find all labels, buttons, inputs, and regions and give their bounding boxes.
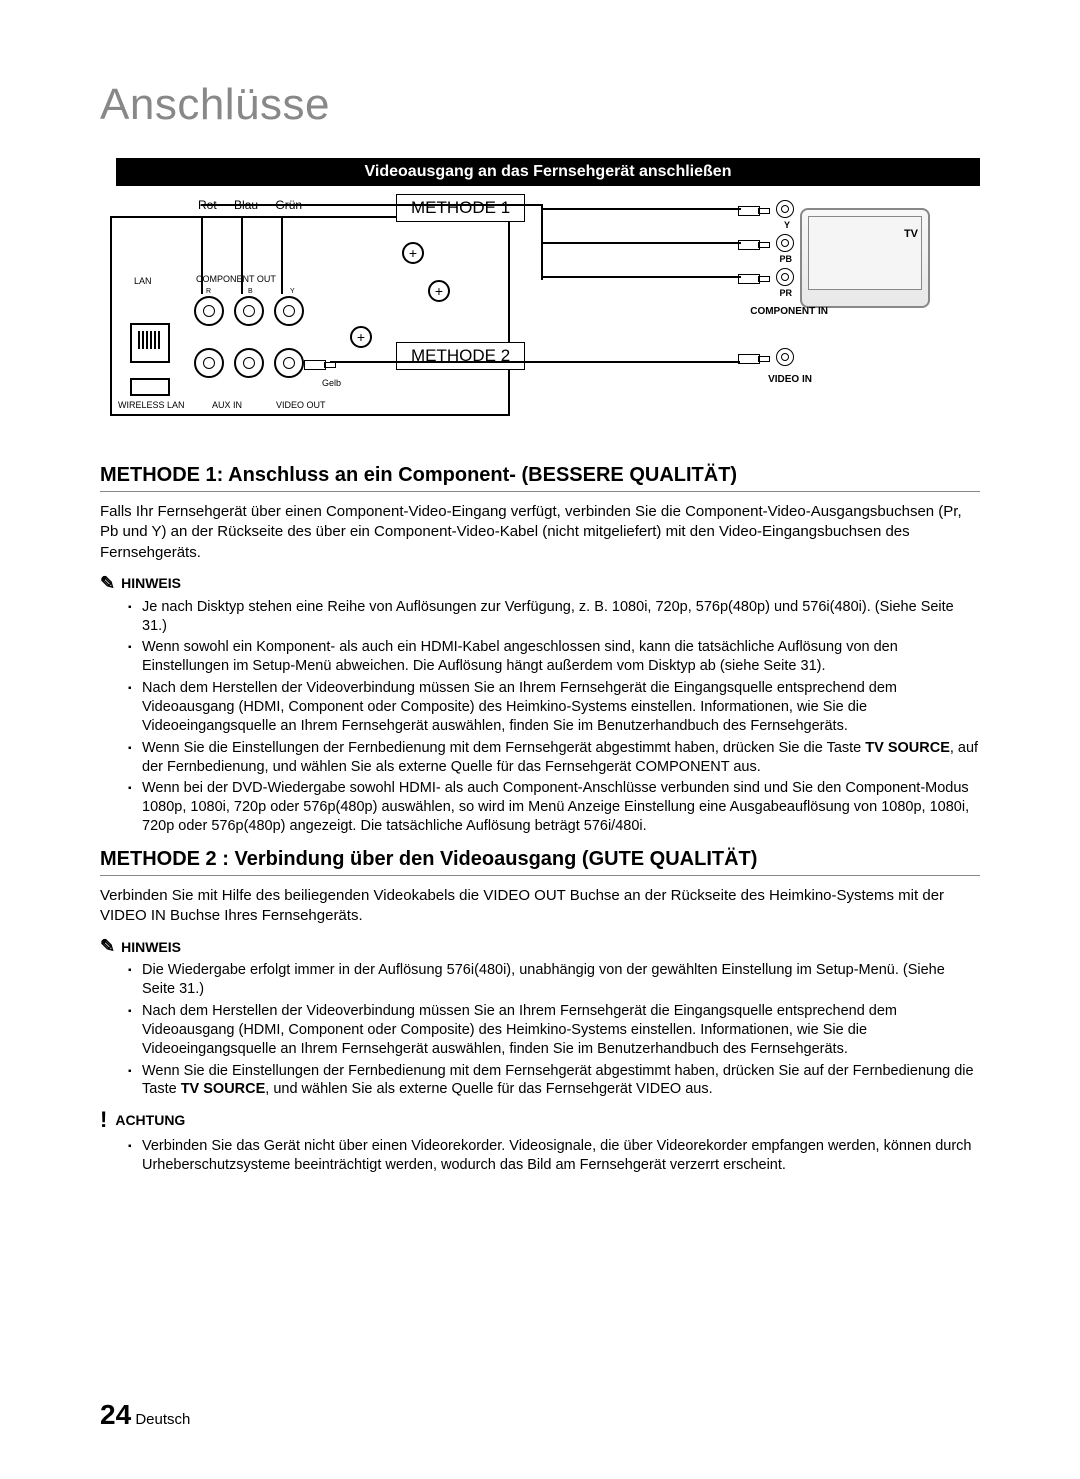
port-video-out [274, 348, 304, 378]
pb-label: PB [779, 254, 792, 264]
tv-port-y [776, 200, 794, 218]
achtung-header: ! ACHTUNG [100, 1107, 980, 1133]
screw-icon: + [428, 280, 450, 302]
screw-icon: + [350, 326, 372, 348]
plug-pr [738, 272, 770, 284]
tv-port-pr [776, 268, 794, 286]
cable [201, 216, 203, 294]
cable [201, 204, 541, 206]
label-b: B [248, 288, 253, 295]
method2-heading: METHODE 2 : Verbindung über den Videoaus… [100, 848, 980, 876]
page-footer: 24 Deutsch [100, 1399, 190, 1431]
wireless-lan-label: WIRELESS LAN [118, 400, 185, 410]
video-in-label: VIDEO IN [768, 374, 812, 385]
port-pr [194, 296, 224, 326]
hinweis-label: HINWEIS [121, 939, 181, 955]
tv-port-pb [776, 234, 794, 252]
plug-pb [738, 238, 770, 250]
lan-label: LAN [134, 276, 152, 286]
video-out-label: VIDEO OUT [276, 400, 326, 410]
method1-body: Falls Ihr Fernsehgerät über einen Compon… [100, 502, 980, 563]
note-item: Wenn Sie die Einstellungen der Fernbedie… [128, 1062, 980, 1100]
page-language: Deutsch [135, 1411, 190, 1428]
cable [241, 216, 243, 294]
method2-body: Verbinden Sie mit Hilfe des beiliegenden… [100, 886, 980, 927]
pencil-icon: ✎ [100, 936, 115, 957]
note-item: Je nach Disktyp stehen eine Reihe von Au… [128, 598, 980, 636]
cable [541, 208, 741, 210]
port-y [274, 296, 304, 326]
y-label: Y [784, 220, 790, 230]
cable [330, 361, 740, 363]
video-out-plug [304, 358, 336, 370]
hinweis-label: HINWEIS [121, 575, 181, 591]
device-back-panel: Rot Blau Grün LAN COMPONENT OUT R B Y Ge… [110, 216, 510, 416]
hinweis-header-2: ✎ HINWEIS [100, 936, 980, 957]
component-out-label: COMPONENT OUT [196, 274, 276, 284]
note-item: Wenn Sie die Einstellungen der Fernbedie… [128, 739, 980, 777]
note-item: Nach dem Herstellen der Videoverbindung … [128, 1002, 980, 1059]
label-y: Y [290, 288, 295, 295]
cable [541, 276, 741, 278]
component-in-label: COMPONENT IN [750, 306, 828, 317]
achtung-label: ACHTUNG [115, 1112, 185, 1128]
plug-y [738, 204, 770, 216]
caution-item: Verbinden Sie das Gerät nicht über einen… [128, 1137, 980, 1175]
method2-notes: Die Wiedergabe erfolgt immer in der Aufl… [100, 961, 980, 1099]
method2-label: METHODE 2 [396, 342, 525, 370]
method2-cautions: Verbinden Sie das Gerät nicht über einen… [100, 1137, 980, 1175]
cable [281, 216, 283, 294]
plug-video [738, 352, 770, 364]
caution-icon: ! [100, 1107, 107, 1133]
section-bar: Videoausgang an das Fernsehgerät anschli… [116, 158, 980, 186]
pr-label: PR [779, 288, 792, 298]
note-item: Die Wiedergabe erfolgt immer in der Aufl… [128, 961, 980, 999]
note-item: Nach dem Herstellen der Videoverbindung … [128, 679, 980, 736]
component-ports [194, 296, 304, 326]
tv-label: TV [904, 228, 918, 240]
port-aux-l [234, 348, 264, 378]
port-aux-r [194, 348, 224, 378]
note-item: Wenn bei der DVD-Wiedergabe sowohl HDMI-… [128, 779, 980, 836]
label-r: R [206, 288, 211, 295]
method1-heading: METHODE 1: Anschluss an ein Component- (… [100, 464, 980, 492]
hinweis-header-1: ✎ HINWEIS [100, 573, 980, 594]
note-item: Wenn sowohl ein Komponent- als auch ein … [128, 638, 980, 676]
cable [541, 242, 741, 244]
yellow-label: Gelb [322, 378, 341, 388]
aux-video-ports [194, 348, 304, 378]
tv-port-video-in [776, 348, 794, 366]
method1-notes: Je nach Disktyp stehen eine Reihe von Au… [100, 598, 980, 836]
page-number: 24 [100, 1399, 131, 1430]
screw-icon: + [402, 242, 424, 264]
port-pb [234, 296, 264, 326]
pencil-icon: ✎ [100, 573, 115, 594]
lan-port [130, 323, 170, 363]
tv-box: TV [800, 208, 930, 308]
page-title: Anschlüsse [100, 80, 980, 130]
wireless-lan-port [130, 378, 170, 396]
connection-diagram: Rot Blau Grün LAN COMPONENT OUT R B Y Ge… [100, 194, 980, 444]
aux-in-label: AUX IN [212, 400, 242, 410]
method1-label: METHODE 1 [396, 194, 525, 222]
